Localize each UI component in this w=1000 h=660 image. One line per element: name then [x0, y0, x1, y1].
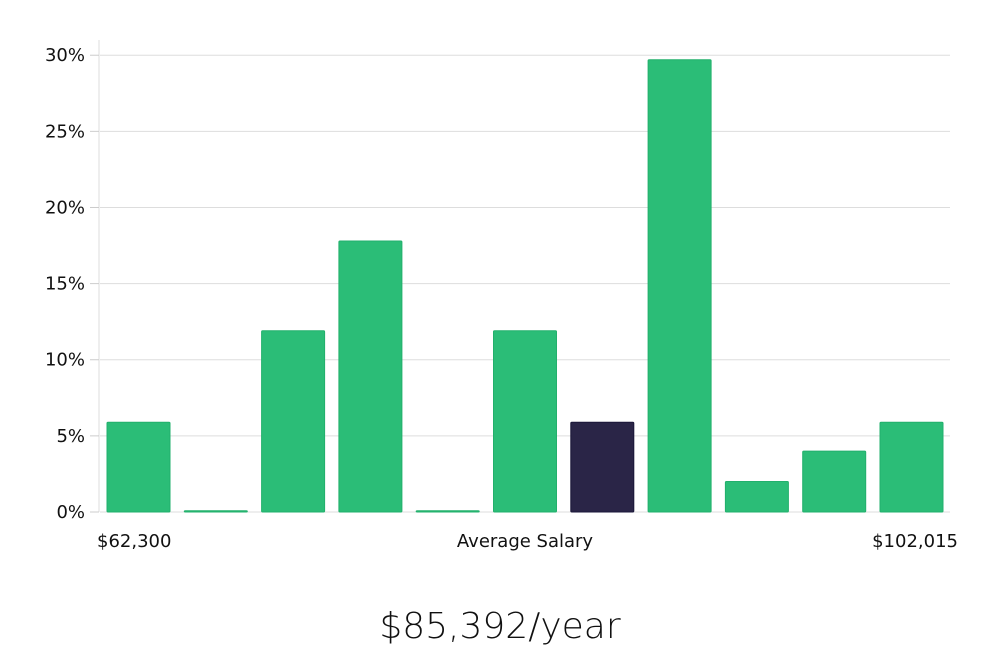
x-axis-label: Average Salary	[457, 531, 594, 552]
bar-highlighted	[570, 421, 635, 513]
bar	[415, 510, 480, 513]
bar	[183, 510, 248, 513]
y-tick-label: 25%	[45, 121, 85, 142]
y-tick-label: 15%	[45, 274, 85, 295]
y-axis-ticks: 0% 5% 10% 15% 20% 25% 30%	[45, 45, 99, 523]
y-tick-label: 30%	[45, 45, 85, 66]
bar	[802, 450, 867, 513]
average-salary-value: $85,392/year	[379, 606, 621, 647]
y-tick-label: 5%	[56, 426, 85, 447]
bar	[647, 59, 712, 513]
x-max-label: $102,015	[872, 531, 958, 552]
y-tick-label: 10%	[45, 350, 85, 371]
x-min-label: $62,300	[97, 531, 171, 552]
bar	[338, 240, 403, 513]
y-tick-label: 20%	[45, 197, 85, 218]
bars	[106, 59, 944, 513]
salary-histogram: 0% 5% 10% 15% 20% 25% 30% $62,300 Average Sala…	[45, 40, 958, 552]
bar	[106, 421, 171, 513]
bar	[879, 421, 944, 513]
bar	[724, 481, 789, 513]
y-tick-label: 0%	[56, 502, 85, 523]
bar	[493, 330, 557, 513]
bar	[261, 330, 326, 513]
